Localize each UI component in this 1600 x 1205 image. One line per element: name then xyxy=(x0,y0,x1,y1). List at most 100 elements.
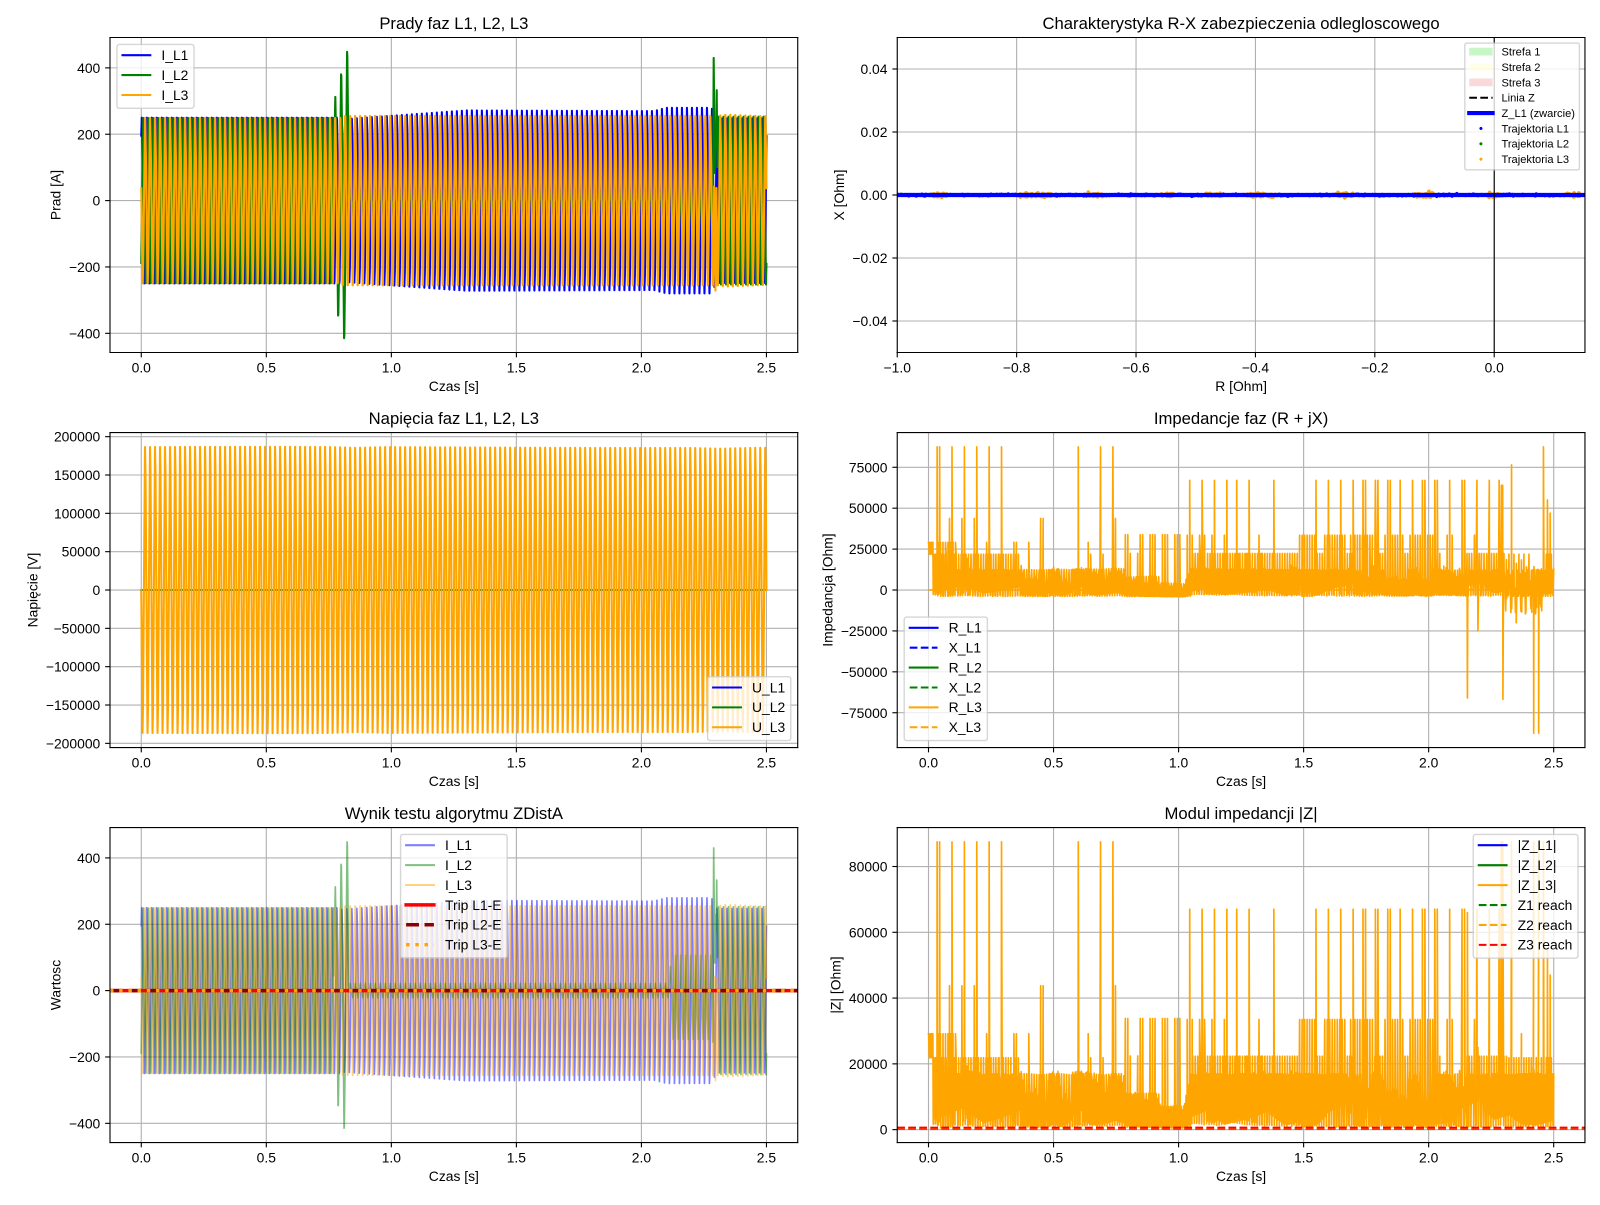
svg-text:60000: 60000 xyxy=(849,924,888,940)
svg-text:2.5: 2.5 xyxy=(757,754,777,770)
svg-text:1.5: 1.5 xyxy=(507,754,527,770)
svg-text:1.0: 1.0 xyxy=(1169,1149,1189,1165)
svg-text:0.0: 0.0 xyxy=(132,359,152,375)
svg-text:Impedancja [Ohm]: Impedancja [Ohm] xyxy=(819,533,835,646)
svg-text:2.0: 2.0 xyxy=(1419,1149,1439,1165)
svg-text:0.02: 0.02 xyxy=(860,124,887,140)
svg-text:Z1 reach: Z1 reach xyxy=(1518,897,1573,913)
svg-text:I_L2: I_L2 xyxy=(445,857,472,873)
svg-text:|Z_L3|: |Z_L3| xyxy=(1518,877,1557,893)
svg-text:X_L1: X_L1 xyxy=(949,640,982,656)
svg-text:−0.2: −0.2 xyxy=(1361,359,1389,375)
svg-text:−50000: −50000 xyxy=(841,664,888,680)
svg-text:|Z_L1|: |Z_L1| xyxy=(1518,837,1557,853)
svg-text:150000: 150000 xyxy=(54,467,101,483)
svg-text:Z_L1 (zwarcie): Z_L1 (zwarcie) xyxy=(1501,108,1575,120)
svg-text:−0.8: −0.8 xyxy=(1003,359,1031,375)
svg-text:1.0: 1.0 xyxy=(382,1149,402,1165)
svg-text:200000: 200000 xyxy=(54,429,101,445)
svg-text:Prad [A]: Prad [A] xyxy=(48,170,64,220)
svg-text:200: 200 xyxy=(77,916,100,932)
svg-text:0: 0 xyxy=(93,193,101,209)
svg-text:2.0: 2.0 xyxy=(632,754,652,770)
svg-text:0.0: 0.0 xyxy=(132,754,152,770)
svg-text:0.04: 0.04 xyxy=(860,61,887,77)
svg-text:Modul impedancji |Z|: Modul impedancji |Z| xyxy=(1165,804,1318,823)
svg-text:2.5: 2.5 xyxy=(1544,1149,1564,1165)
svg-text:I_L1: I_L1 xyxy=(161,47,188,63)
svg-text:Czas [s]: Czas [s] xyxy=(429,1168,479,1184)
svg-text:−0.6: −0.6 xyxy=(1122,359,1150,375)
svg-text:0.0: 0.0 xyxy=(919,1149,939,1165)
svg-text:−0.04: −0.04 xyxy=(852,313,887,329)
svg-text:X_L3: X_L3 xyxy=(949,719,982,735)
svg-text:Trip L2-E: Trip L2-E xyxy=(445,917,502,933)
svg-text:1.0: 1.0 xyxy=(382,359,402,375)
svg-text:U_L3: U_L3 xyxy=(752,719,785,735)
svg-text:1.0: 1.0 xyxy=(1169,754,1189,770)
svg-text:Wynik testu algorytmu ZDistA: Wynik testu algorytmu ZDistA xyxy=(345,804,564,823)
svg-text:Linia Z: Linia Z xyxy=(1501,93,1535,105)
svg-text:−100000: −100000 xyxy=(46,659,101,675)
svg-text:0.5: 0.5 xyxy=(1044,1149,1064,1165)
svg-text:400: 400 xyxy=(77,60,100,76)
svg-text:Napięcia faz L1, L2, L3: Napięcia faz L1, L2, L3 xyxy=(369,409,539,428)
svg-text:I_L2: I_L2 xyxy=(161,67,188,83)
svg-text:I_L1: I_L1 xyxy=(445,837,472,853)
svg-text:1.5: 1.5 xyxy=(507,359,527,375)
svg-text:Wartosc: Wartosc xyxy=(48,960,64,1010)
svg-text:Strefa 2: Strefa 2 xyxy=(1501,62,1540,74)
svg-text:R_L3: R_L3 xyxy=(949,699,982,715)
svg-text:Strefa 1: Strefa 1 xyxy=(1501,47,1540,59)
svg-text:Impedancje faz (R + jX): Impedancje faz (R + jX) xyxy=(1154,409,1329,428)
svg-text:0.00: 0.00 xyxy=(860,187,887,203)
svg-text:Trip L1-E: Trip L1-E xyxy=(445,897,502,913)
svg-text:Trajektoria L1: Trajektoria L1 xyxy=(1501,123,1569,135)
svg-text:25000: 25000 xyxy=(849,541,888,557)
svg-text:Z2 reach: Z2 reach xyxy=(1518,917,1573,933)
svg-text:Trajektoria L2: Trajektoria L2 xyxy=(1501,139,1569,151)
svg-text:−0.4: −0.4 xyxy=(1242,359,1270,375)
svg-text:R_L1: R_L1 xyxy=(949,620,982,636)
svg-text:−0.02: −0.02 xyxy=(852,250,887,266)
svg-text:−200000: −200000 xyxy=(46,735,101,751)
svg-text:−1.0: −1.0 xyxy=(884,359,912,375)
svg-text:|Z| [Ohm]: |Z| [Ohm] xyxy=(827,956,843,1013)
svg-text:0.5: 0.5 xyxy=(257,1149,277,1165)
svg-text:X [Ohm]: X [Ohm] xyxy=(831,170,847,221)
svg-text:R_L2: R_L2 xyxy=(949,659,982,675)
svg-text:Czas [s]: Czas [s] xyxy=(1216,1168,1266,1184)
svg-text:I_L3: I_L3 xyxy=(161,87,188,103)
svg-text:0.0: 0.0 xyxy=(919,754,939,770)
svg-text:−150000: −150000 xyxy=(46,697,101,713)
svg-text:Z3 reach: Z3 reach xyxy=(1518,937,1573,953)
svg-text:0.5: 0.5 xyxy=(257,359,277,375)
svg-text:1.5: 1.5 xyxy=(507,1149,527,1165)
svg-text:Trip L3-E: Trip L3-E xyxy=(445,937,502,953)
svg-text:Czas [s]: Czas [s] xyxy=(1216,773,1266,789)
svg-text:0: 0 xyxy=(93,983,101,999)
svg-text:−25000: −25000 xyxy=(841,623,888,639)
svg-text:|Z_L2|: |Z_L2| xyxy=(1518,857,1557,873)
svg-text:Czas [s]: Czas [s] xyxy=(429,378,479,394)
svg-text:1.5: 1.5 xyxy=(1294,754,1314,770)
svg-text:Strefa 3: Strefa 3 xyxy=(1501,77,1540,89)
svg-text:40000: 40000 xyxy=(849,990,888,1006)
svg-text:400: 400 xyxy=(77,850,100,866)
svg-text:−75000: −75000 xyxy=(841,705,888,721)
svg-text:I_L3: I_L3 xyxy=(445,877,472,893)
svg-text:20000: 20000 xyxy=(849,1056,888,1072)
svg-text:2.5: 2.5 xyxy=(757,1149,777,1165)
svg-text:0: 0 xyxy=(880,1122,888,1138)
svg-text:X_L2: X_L2 xyxy=(949,679,982,695)
svg-text:50000: 50000 xyxy=(62,544,101,560)
svg-text:0: 0 xyxy=(93,582,101,598)
svg-text:U_L1: U_L1 xyxy=(752,679,785,695)
svg-text:−200: −200 xyxy=(69,1049,101,1065)
svg-text:2.5: 2.5 xyxy=(1544,754,1564,770)
svg-text:1.5: 1.5 xyxy=(1294,1149,1314,1165)
svg-text:75000: 75000 xyxy=(849,459,888,475)
svg-text:0.0: 0.0 xyxy=(1485,359,1505,375)
svg-text:0: 0 xyxy=(880,582,888,598)
svg-text:2.0: 2.0 xyxy=(1419,754,1439,770)
